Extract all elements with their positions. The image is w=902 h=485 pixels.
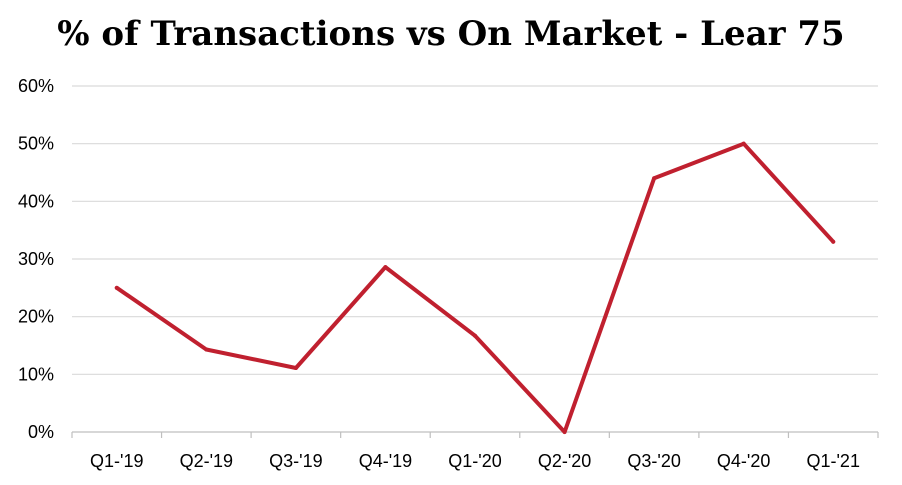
y-tick-label: 60% [18, 76, 54, 96]
x-tick-label: Q3-'19 [269, 451, 322, 471]
series-group [114, 141, 836, 434]
chart-title-bold: % [57, 14, 90, 54]
x-axis [71, 431, 879, 438]
data-point [293, 365, 298, 370]
data-point [473, 333, 477, 338]
data-point [562, 430, 567, 434]
y-tick-label: 30% [18, 249, 54, 269]
grid-lines [72, 85, 878, 375]
x-tick-label: Q4-'19 [359, 451, 412, 471]
x-tick-label: Q4-'20 [717, 451, 770, 471]
y-axis-labels: 0% 10% 20% 30% 40% 50% 60% [18, 76, 54, 442]
data-point [114, 285, 119, 290]
y-tick-label: 50% [18, 134, 54, 154]
data-point [652, 176, 657, 181]
y-tick-label: 40% [18, 191, 54, 211]
x-tick-label: Q1-'20 [448, 451, 501, 471]
x-tick-label: Q2-'19 [180, 451, 233, 471]
chart-title-text: of Transactions vs On Market - Lear 75 [89, 14, 845, 54]
y-tick-label: 10% [18, 364, 54, 384]
y-tick-label: 20% [18, 307, 54, 327]
x-tick-label: Q1-'19 [90, 451, 143, 471]
chart-title: % of Transactions vs On Market - Lear 75 [0, 14, 902, 54]
data-point [204, 347, 209, 352]
x-tick-label: Q1-'21 [806, 451, 859, 471]
series-line [114, 141, 836, 434]
data-point [741, 141, 746, 146]
data-point [831, 239, 836, 244]
x-tick-label: Q2-'20 [538, 451, 591, 471]
x-tick-label: Q3-'20 [627, 451, 680, 471]
x-axis-labels: Q1-'19 Q2-'19 Q3-'19 Q4-'19 Q1-'20 Q2-'20 Q3-'… [90, 451, 860, 471]
data-point [383, 265, 388, 270]
y-tick-label: 0% [28, 422, 54, 442]
